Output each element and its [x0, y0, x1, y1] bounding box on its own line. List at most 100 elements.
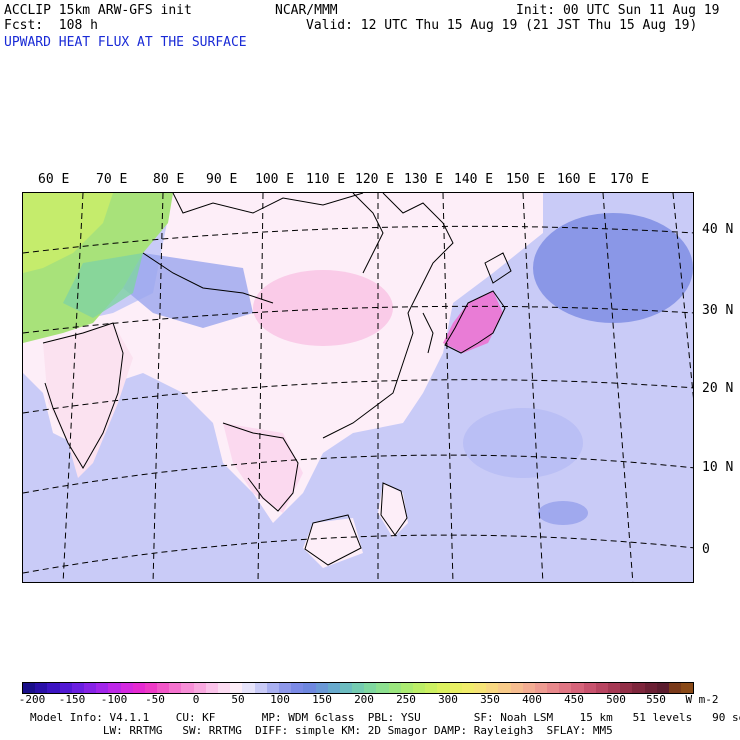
colorbar-swatch: [608, 683, 621, 693]
colorbar-swatch: [205, 683, 218, 693]
tibet-blue: [123, 253, 253, 328]
lon-label-160e: 160 E: [557, 172, 597, 187]
se-asia-land: [223, 423, 303, 513]
colorbar-swatch: [425, 683, 438, 693]
colorbar-swatch: [169, 683, 182, 693]
colorbar-swatch: [620, 683, 633, 693]
init-time: Init: 00 UTC Sun 11 Aug 19: [516, 3, 720, 18]
colorbar-swatch: [181, 683, 194, 693]
colorbar-swatch: [668, 683, 682, 693]
colorbar-swatch: [656, 683, 669, 693]
china-pink-patch: [253, 270, 393, 346]
lon-label-140e: 140 E: [454, 172, 494, 187]
heat-flux-map: [22, 192, 694, 583]
lon-label-120e: 120 E: [355, 172, 395, 187]
colorbar-label: -100: [100, 693, 128, 706]
colorbar-label: -200: [18, 693, 46, 706]
colorbar-swatch: [83, 683, 97, 693]
colorbar-label: 300: [438, 693, 458, 706]
model-title: ACCLIP 15km ARW-GFS init: [4, 3, 192, 18]
colorbar-swatch: [327, 683, 340, 693]
colorbar-swatch: [559, 683, 572, 693]
pacific-blue-patch: [533, 213, 693, 323]
colorbar-swatch: [486, 683, 499, 693]
colorbar-swatch: [388, 683, 401, 693]
lon-label-80e: 80 E: [153, 172, 185, 187]
colorbar-swatch: [352, 683, 365, 693]
center-label: NCAR/MMM: [275, 3, 338, 18]
lon-label-170e: 170 E: [610, 172, 650, 187]
colorbar-label: 400: [522, 693, 542, 706]
colorbar-swatch: [376, 683, 389, 693]
colorbar-label: 500: [606, 693, 626, 706]
colorbar-label: 150: [312, 693, 332, 706]
colorbar-swatch: [547, 683, 560, 693]
colorbar-unit: W m-2: [685, 693, 719, 706]
colorbar-swatch: [96, 683, 109, 693]
colorbar-swatch: [47, 683, 60, 693]
forecast-hour: Fcst: 108 h: [4, 18, 98, 33]
lon-label-150e: 150 E: [506, 172, 546, 187]
colorbar-swatch: [242, 683, 255, 693]
colorbar-label: 0: [192, 693, 200, 706]
continent-shading: [23, 193, 543, 523]
model-info-line2: LW: RRTMG SW: RRTMG DIFF: simple KM: 2D …: [30, 724, 613, 737]
colorbar-swatch: [132, 683, 145, 693]
colorbar-swatch: [522, 683, 535, 693]
colorbar-swatch: [193, 683, 206, 693]
colorbar-swatch: [278, 683, 292, 693]
colorbar-swatch: [108, 683, 121, 693]
colorbar-swatch: [437, 683, 450, 693]
lon-label-60e: 60 E: [38, 172, 70, 187]
colorbar-swatch: [583, 683, 596, 693]
colorbar-swatch: [339, 683, 353, 693]
colorbar-swatch: [449, 683, 462, 693]
colorbar-swatch: [510, 683, 523, 693]
lon-label-90e: 90 E: [206, 172, 238, 187]
colorbar-label: -150: [58, 693, 86, 706]
colorbar-label: 200: [354, 693, 374, 706]
field-title: UPWARD HEAT FLUX AT THE SURFACE: [4, 35, 247, 50]
colorbar-swatch: [266, 683, 279, 693]
colorbar-swatch: [461, 683, 474, 693]
colorbar-swatch: [291, 683, 304, 693]
lon-label-70e: 70 E: [96, 172, 128, 187]
colorbar-swatch: [315, 683, 328, 693]
colorbar-swatch: [473, 683, 487, 693]
colorbar-label: 450: [564, 693, 584, 706]
colorbar-label: 100: [270, 693, 290, 706]
lat-label-10n: 10 N: [702, 460, 734, 475]
colorbar-swatch: [59, 683, 72, 693]
colorbar-swatch: [595, 683, 608, 693]
lat-label-30n: 30 N: [702, 303, 734, 318]
colorbar-swatch: [413, 683, 426, 693]
lon-label-130e: 130 E: [404, 172, 444, 187]
colorbar: [22, 682, 694, 694]
colorbar-swatch: [35, 683, 48, 693]
colorbar-swatch: [144, 683, 158, 693]
colorbar-swatch: [644, 683, 657, 693]
colorbar-swatch: [498, 683, 511, 693]
colorbar-swatch: [157, 683, 170, 693]
colorbar-label: 50: [231, 693, 245, 706]
colorbar-swatch: [230, 683, 243, 693]
lat-label-0: 0: [702, 542, 710, 557]
lat-label-40n: 40 N: [702, 222, 734, 237]
lat-label-20n: 20 N: [702, 381, 734, 396]
colorbar-swatch: [120, 683, 133, 693]
colorbar-label: -50: [145, 693, 165, 706]
colorbar-swatch: [303, 683, 316, 693]
colorbar-swatch: [681, 683, 694, 693]
lon-label-110e: 110 E: [306, 172, 346, 187]
colorbar-label: 350: [480, 693, 500, 706]
lon-label-100e: 100 E: [255, 172, 295, 187]
colorbar-swatch: [254, 683, 267, 693]
india-land: [43, 323, 133, 478]
colorbar-label: 250: [396, 693, 416, 706]
colorbar-swatch: [400, 683, 413, 693]
colorbar-swatch: [364, 683, 377, 693]
model-info-line1: Model Info: V4.1.1 CU: KF MP: WDM 6class…: [30, 711, 740, 724]
colorbar-swatch: [571, 683, 584, 693]
valid-time: Valid: 12 UTC Thu 15 Aug 19 (21 JST Thu …: [306, 18, 698, 33]
colorbar-swatch: [23, 683, 36, 693]
